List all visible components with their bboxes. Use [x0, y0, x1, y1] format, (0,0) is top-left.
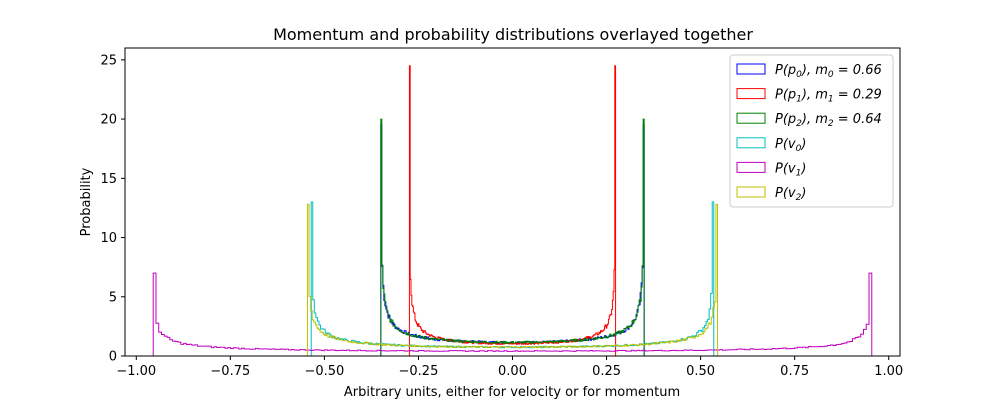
x-tick-label: 1.00	[874, 364, 903, 379]
legend-entry-label: P(v2)	[775, 186, 806, 203]
series-line-4	[152, 272, 873, 356]
x-tick-label: 0.75	[780, 364, 809, 379]
x-tick-label: −1.00	[116, 364, 156, 379]
legend-swatch	[736, 137, 766, 149]
legend-entry-label: P(p2), m2 = 0.64	[775, 112, 882, 129]
legend-swatch	[736, 88, 766, 100]
y-tick-label: 5	[109, 290, 117, 305]
legend-entry-label: P(v1)	[775, 161, 806, 178]
series-line-2	[380, 118, 645, 356]
x-tick-label: −0.25	[399, 364, 439, 379]
x-tick-label: 0.50	[686, 364, 715, 379]
series-line-1	[408, 65, 617, 356]
x-tick-label: 0.25	[592, 364, 621, 379]
y-axis-label: Probability	[79, 167, 94, 236]
legend: P(p0), m0 = 0.66 P(p1), m1 = 0.29 P(p2), m…	[729, 54, 894, 208]
series-line-5	[306, 203, 719, 356]
x-tick-label: −0.75	[210, 364, 250, 379]
x-axis-label: Arbitrary units, either for velocity or …	[344, 385, 680, 400]
x-tick-label: −0.50	[304, 364, 344, 379]
series-line-3	[310, 201, 715, 356]
legend-entry-label: P(p1), m1 = 0.29	[775, 88, 882, 105]
legend-entry-label: P(v0)	[775, 137, 806, 154]
legend-entry-label: P(p0), m0 = 0.66	[775, 63, 882, 80]
series-line-0	[380, 124, 645, 356]
y-tick-label: 25	[100, 53, 117, 68]
y-tick-label: 0	[109, 350, 117, 365]
chart-title: Momentum and probability distributions o…	[273, 25, 753, 44]
legend-swatch	[736, 63, 766, 75]
legend-swatch	[736, 161, 766, 173]
legend-swatch	[736, 186, 766, 198]
y-tick-label: 20	[100, 113, 117, 128]
legend-box	[729, 54, 894, 208]
legend-swatch	[736, 112, 766, 124]
y-tick-label: 10	[100, 231, 117, 246]
x-tick-label: 0.00	[498, 364, 527, 379]
y-tick-label: 15	[100, 172, 117, 187]
